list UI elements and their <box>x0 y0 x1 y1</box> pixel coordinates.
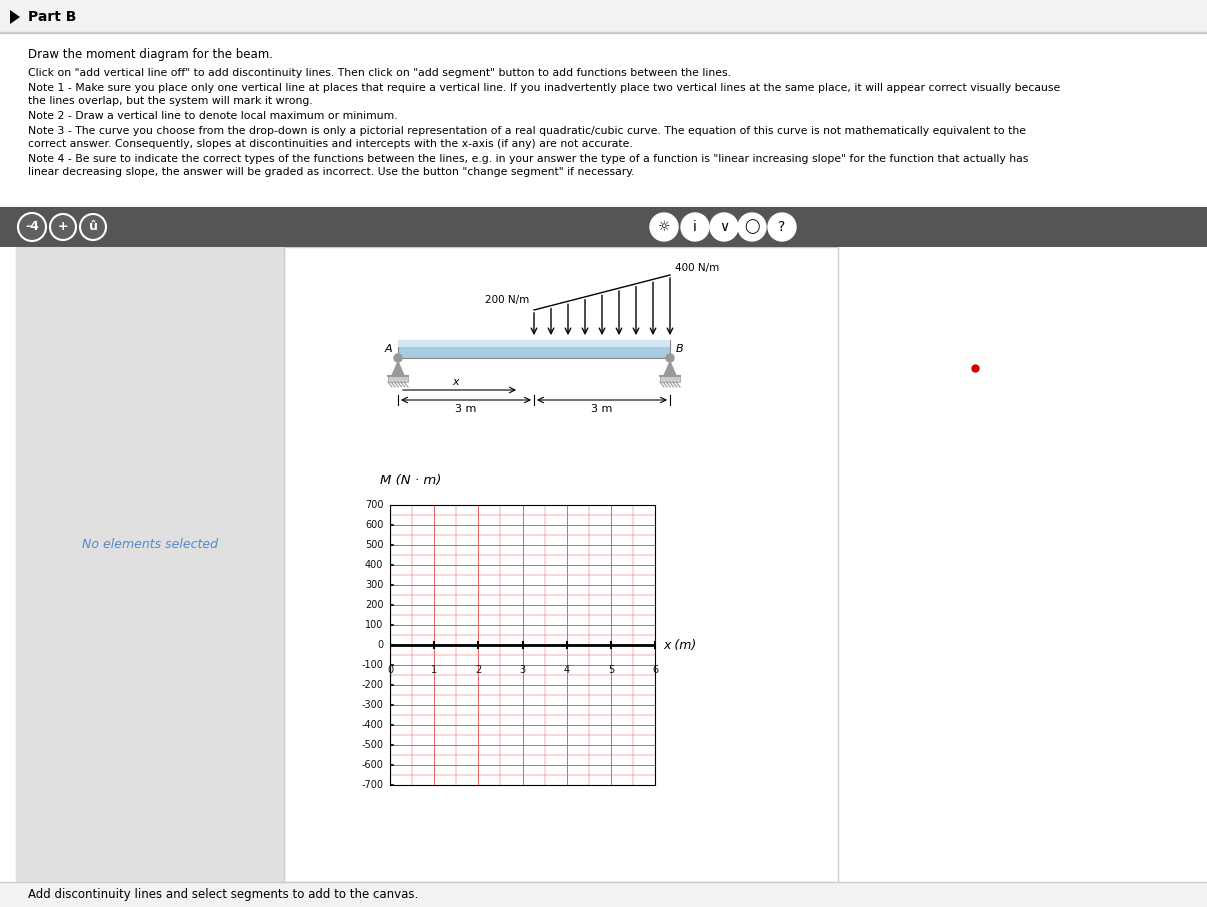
Circle shape <box>768 213 795 241</box>
Text: ∨: ∨ <box>719 220 729 234</box>
Text: i: i <box>693 220 696 234</box>
Bar <box>16 247 284 882</box>
Text: Note 3 - The curve you choose from the drop-down is only a pictorial representat: Note 3 - The curve you choose from the d… <box>28 126 1026 136</box>
Bar <box>16 247 838 882</box>
Circle shape <box>651 213 678 241</box>
Text: 0: 0 <box>387 665 393 675</box>
Text: correct answer. Consequently, slopes at discontinuities and intercepts with the : correct answer. Consequently, slopes at … <box>28 139 632 149</box>
Text: Note 1 - Make sure you place only one vertical line at places that require a ver: Note 1 - Make sure you place only one ve… <box>28 83 1060 93</box>
Polygon shape <box>663 360 677 376</box>
Text: ☼: ☼ <box>658 220 670 234</box>
Text: -400: -400 <box>362 720 384 730</box>
Text: 3: 3 <box>519 665 525 675</box>
Circle shape <box>80 214 106 240</box>
Text: Click on "add vertical line off" to add discontinuity lines. Then click on "add : Click on "add vertical line off" to add … <box>28 68 731 78</box>
Text: 200 N/m: 200 N/m <box>485 295 529 305</box>
Text: 500: 500 <box>365 540 384 550</box>
Text: +: + <box>58 220 69 233</box>
Bar <box>0 882 1207 907</box>
Text: ?: ? <box>779 220 786 234</box>
Text: -700: -700 <box>361 780 384 790</box>
Bar <box>660 376 680 382</box>
Text: 400: 400 <box>365 560 384 570</box>
Text: x: x <box>453 377 460 387</box>
Text: Part B: Part B <box>28 10 76 24</box>
Text: x (m): x (m) <box>663 639 696 651</box>
Text: 600: 600 <box>365 520 384 530</box>
Text: -100: -100 <box>362 660 384 670</box>
Text: the lines overlap, but the system will mark it wrong.: the lines overlap, but the system will m… <box>28 96 313 106</box>
Circle shape <box>737 213 766 241</box>
Circle shape <box>49 214 76 240</box>
Circle shape <box>18 213 46 241</box>
Bar <box>398 340 670 358</box>
Circle shape <box>393 354 402 362</box>
Circle shape <box>666 354 674 362</box>
Text: -200: -200 <box>361 680 384 690</box>
Text: -300: -300 <box>362 700 384 710</box>
Text: Draw the moment diagram for the beam.: Draw the moment diagram for the beam. <box>28 48 273 61</box>
Polygon shape <box>391 360 406 376</box>
Text: 100: 100 <box>365 620 384 630</box>
Text: 300: 300 <box>365 580 384 590</box>
Text: -500: -500 <box>361 740 384 750</box>
Text: 2: 2 <box>476 665 482 675</box>
Bar <box>0 0 1207 32</box>
Circle shape <box>681 213 709 241</box>
Text: A: A <box>384 344 392 354</box>
Polygon shape <box>10 10 21 24</box>
Text: 1: 1 <box>431 665 437 675</box>
Text: 400 N/m: 400 N/m <box>675 263 719 273</box>
Text: M (N · m): M (N · m) <box>380 474 442 487</box>
Bar <box>398 340 670 347</box>
Circle shape <box>710 213 737 241</box>
Text: ◯: ◯ <box>745 219 759 234</box>
Text: Note 2 - Draw a vertical line to denote local maximum or minimum.: Note 2 - Draw a vertical line to denote … <box>28 111 397 121</box>
Text: Note 4 - Be sure to indicate the correct types of the functions between the line: Note 4 - Be sure to indicate the correct… <box>28 154 1028 164</box>
Text: 0: 0 <box>378 640 384 650</box>
Bar <box>387 376 408 382</box>
Text: B: B <box>676 344 683 354</box>
Text: 700: 700 <box>365 500 384 510</box>
Text: linear decreasing slope, the answer will be graded as incorrect. Use the button : linear decreasing slope, the answer will… <box>28 167 635 177</box>
Text: 4: 4 <box>564 665 570 675</box>
Text: Add discontinuity lines and select segments to add to the canvas.: Add discontinuity lines and select segme… <box>28 888 419 901</box>
Text: No elements selected: No elements selected <box>82 538 218 551</box>
Text: 6: 6 <box>652 665 658 675</box>
Text: 5: 5 <box>607 665 614 675</box>
Text: û: û <box>88 220 98 233</box>
Text: 3 m: 3 m <box>455 404 477 414</box>
Text: 3 m: 3 m <box>591 404 613 414</box>
Text: -600: -600 <box>362 760 384 770</box>
Text: -4: -4 <box>25 220 39 233</box>
Bar <box>0 207 1207 247</box>
Text: 200: 200 <box>365 600 384 610</box>
